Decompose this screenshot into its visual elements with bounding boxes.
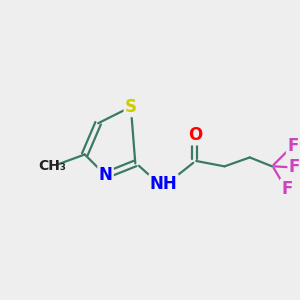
Text: N: N [99,166,112,184]
Text: F: F [287,136,298,154]
Text: NH: NH [150,175,177,193]
Text: CH₃: CH₃ [38,159,66,173]
Text: O: O [188,126,202,144]
Text: S: S [125,98,137,116]
Text: F: F [289,158,300,176]
Text: F: F [281,180,293,198]
